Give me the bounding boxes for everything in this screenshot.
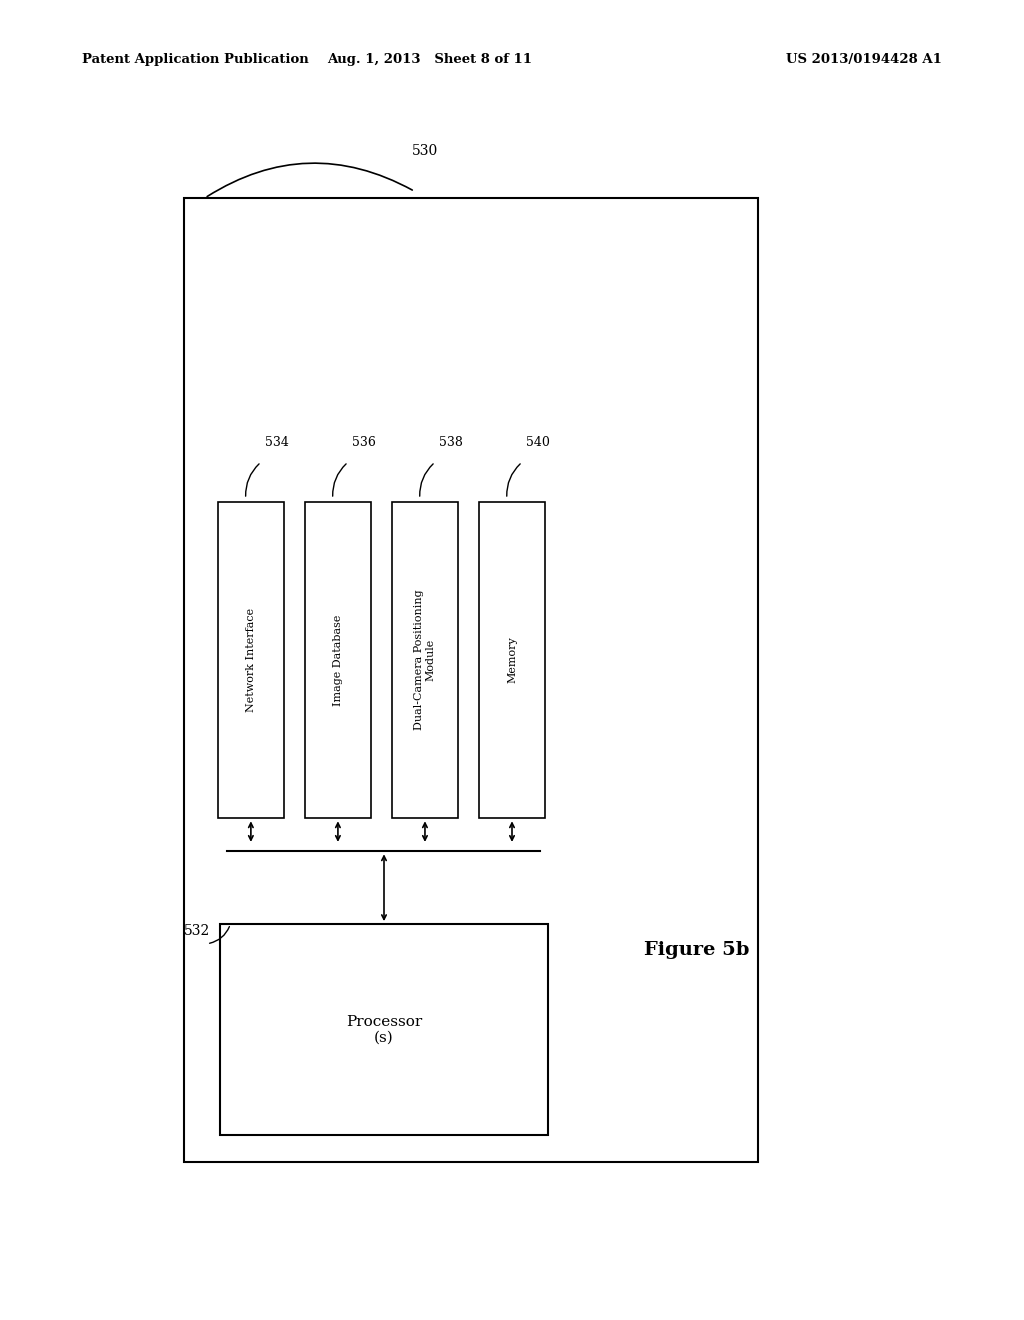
Text: Figure 5b: Figure 5b (644, 941, 749, 960)
Text: Processor
(s): Processor (s) (346, 1015, 422, 1044)
FancyBboxPatch shape (479, 502, 545, 818)
Text: 538: 538 (438, 436, 463, 449)
FancyBboxPatch shape (220, 924, 548, 1135)
FancyBboxPatch shape (391, 502, 458, 818)
Text: Memory: Memory (507, 636, 517, 684)
Text: 536: 536 (351, 436, 376, 449)
Text: US 2013/0194428 A1: US 2013/0194428 A1 (786, 53, 942, 66)
FancyBboxPatch shape (305, 502, 371, 818)
Text: Patent Application Publication: Patent Application Publication (82, 53, 308, 66)
Text: 532: 532 (183, 924, 210, 937)
Text: 534: 534 (264, 436, 289, 449)
Text: Dual-Camera Positioning
Module: Dual-Camera Positioning Module (414, 590, 436, 730)
FancyBboxPatch shape (217, 502, 284, 818)
Text: 540: 540 (525, 436, 550, 449)
Text: Aug. 1, 2013   Sheet 8 of 11: Aug. 1, 2013 Sheet 8 of 11 (328, 53, 532, 66)
Text: Image Database: Image Database (333, 614, 343, 706)
Text: 530: 530 (412, 144, 438, 158)
FancyBboxPatch shape (184, 198, 758, 1162)
Text: Network Interface: Network Interface (246, 609, 256, 711)
